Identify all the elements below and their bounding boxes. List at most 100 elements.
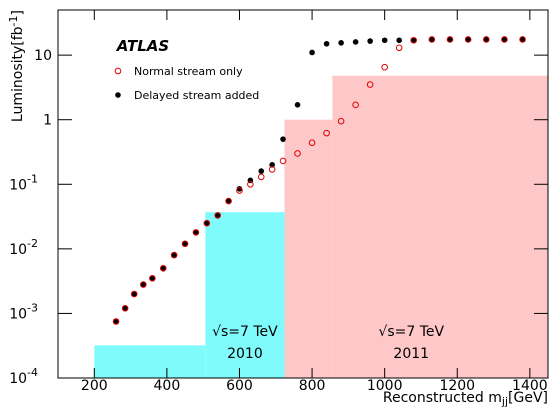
data-point [323,129,330,137]
y-tick-base: 10 [9,306,27,322]
data-point [181,240,189,248]
data-point [464,36,472,43]
data-point [337,117,345,125]
y-tick-label: 1 [43,113,52,129]
legend-marker [115,92,121,98]
data-point [323,40,330,47]
data-point [446,36,454,43]
data-point [140,281,147,288]
data-point [193,229,199,236]
data-point [501,36,508,43]
y-tick-base: 10 [9,371,27,387]
data-point [519,36,526,43]
region-energy: √s=7 TeV [212,324,278,340]
data-point [159,264,167,272]
x-tick-label: 800 [299,378,326,394]
legend-label: Normal stream only [134,65,243,78]
legend-label: Delayed stream added [134,89,259,102]
data-point [258,168,265,174]
luminosity-region [94,345,206,378]
data-point [171,252,177,258]
y-tick-exponent: -4 [27,366,38,379]
y-tick-label: 10-1 [9,172,38,193]
region-energy: √s=7 TeV [378,324,444,340]
data-point [352,39,359,45]
data-point [225,197,232,205]
data-point [139,281,147,288]
data-point [203,219,211,227]
data-point [268,166,276,173]
luminosity-region [284,119,333,379]
data-point [131,291,138,297]
region-period: 2010 [227,346,263,362]
data-point [482,36,490,43]
data-point [192,229,200,236]
data-point [247,180,254,188]
plot-area [94,75,548,379]
luminosity-region [205,212,285,378]
data-point [396,37,402,44]
y-tick-label: 10-4 [9,366,38,387]
data-point [149,274,156,282]
y-tick-label: 10-3 [9,301,38,322]
data-point [366,81,374,88]
x-title-text: Reconstructed m [383,390,502,406]
data-point [225,198,232,204]
data-point [121,305,129,312]
x-tick-label: 1000 [367,378,403,394]
data-point [149,275,156,282]
data-point [428,36,436,43]
data-point [395,44,403,52]
data-point [308,139,316,147]
region-period: 2011 [393,346,429,362]
data-point [381,63,388,71]
data-point [410,36,418,44]
data-point [214,212,222,219]
data-point [280,136,286,142]
data-point [113,318,119,325]
y-tick-label: 10-2 [9,237,38,258]
x-axis-title: Reconstructed mjj[GeV] [383,390,548,408]
x-tick-label: 400 [154,378,181,394]
data-point [182,240,188,247]
data-point [236,187,243,194]
y-title-end: ] [10,10,26,15]
plot-frame [57,9,549,379]
legend-marker [114,67,122,75]
data-point [519,36,526,43]
y-tick-exponent: -1 [27,172,38,185]
data-point [122,305,128,312]
x-title-unit: [GeV] [508,390,548,406]
y-tick-base: 10 [9,177,27,193]
data-point [483,36,490,43]
data-point [501,36,508,43]
data-point [447,36,453,43]
data-point [130,290,138,298]
data-point [257,173,265,181]
y-axis-title: Luminosity[fb-1] [7,10,26,122]
data-point [429,36,435,43]
data-point [309,49,315,56]
y-tick-exponent: -2 [27,237,38,250]
data-point [465,36,471,43]
x-tick-label: 200 [81,378,108,394]
data-point [338,40,344,46]
data-point [160,265,167,272]
data-point [367,38,373,44]
data-point [236,186,243,192]
y-title-text: Luminosity[fb [10,26,26,122]
x-tick-label: 600 [226,378,253,394]
data-point [381,37,388,44]
data-point [352,101,359,109]
data-point [170,251,178,259]
x-tick-label: 1200 [439,378,475,394]
data-point [204,220,210,226]
y-tick-base: 10 [9,242,27,258]
x-tick-label: 1400 [512,378,548,394]
x-title-sub: jj [501,395,508,408]
atlas-label: ATLAS [116,37,169,55]
data-point [410,37,417,44]
data-point [279,157,287,165]
y-title-sup: -1 [7,15,20,26]
y-tick-label: 10 [34,48,52,64]
